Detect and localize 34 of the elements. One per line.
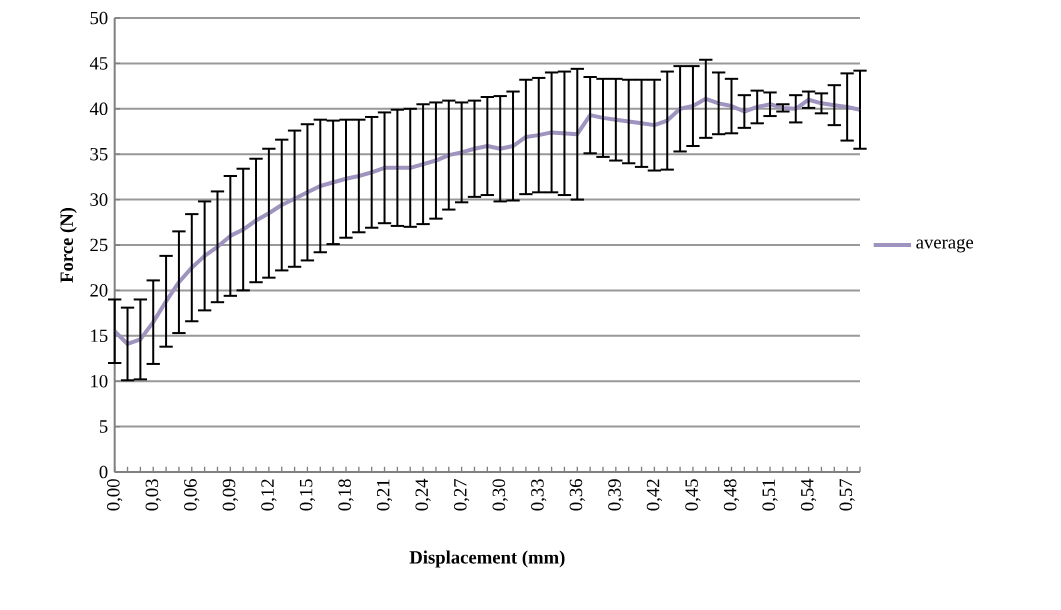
x-tick-label: 0,48 xyxy=(723,479,740,511)
y-tick-label: 0 xyxy=(99,465,108,479)
legend-label: average xyxy=(916,238,974,253)
x-tick-label: 0,15 xyxy=(299,479,316,511)
x-tick-label: 0,03 xyxy=(145,479,161,511)
y-tick-label: 50 xyxy=(90,11,108,25)
x-tick-label: 0,45 xyxy=(685,479,701,511)
y-tick-label: 15 xyxy=(91,329,108,343)
x-axis-title: Displacement (mm) xyxy=(409,550,565,568)
x-tick-label: 0,24 xyxy=(415,478,431,511)
x-tick-label: 0,27 xyxy=(453,479,470,511)
y-tick-label: 10 xyxy=(91,374,108,388)
x-tick-label: 0,18 xyxy=(338,479,354,511)
x-tick-label: 0,36 xyxy=(569,479,585,511)
y-tick-label: 30 xyxy=(90,193,108,206)
x-tick-label: 0,21 xyxy=(376,479,393,511)
y-tick-label: 20 xyxy=(90,284,108,297)
y-tick-label: 25 xyxy=(90,238,108,252)
y-tick-label: 45 xyxy=(89,57,108,70)
x-tick-label: 0,54 xyxy=(800,478,817,511)
x-tick-label: 0,06 xyxy=(184,479,200,511)
x-tick-label: 0,42 xyxy=(646,479,663,511)
y-axis-title: Force (N) xyxy=(59,207,77,283)
y-tick-label: 40 xyxy=(89,102,108,116)
x-tick-label: 0,51 xyxy=(762,479,778,511)
x-tick-label: 0,57 xyxy=(839,479,855,511)
x-tick-label: 0,33 xyxy=(531,479,547,511)
x-tick-label: 0,09 xyxy=(222,479,238,511)
x-tick-label: 0,12 xyxy=(261,479,277,511)
x-tick-label: 0,30 xyxy=(492,479,508,511)
x-tick-label: 0,00 xyxy=(107,479,123,511)
y-tick-label: 5 xyxy=(99,420,108,433)
x-tick-label: 0,39 xyxy=(608,479,624,511)
y-tick-label: 35 xyxy=(90,147,108,161)
